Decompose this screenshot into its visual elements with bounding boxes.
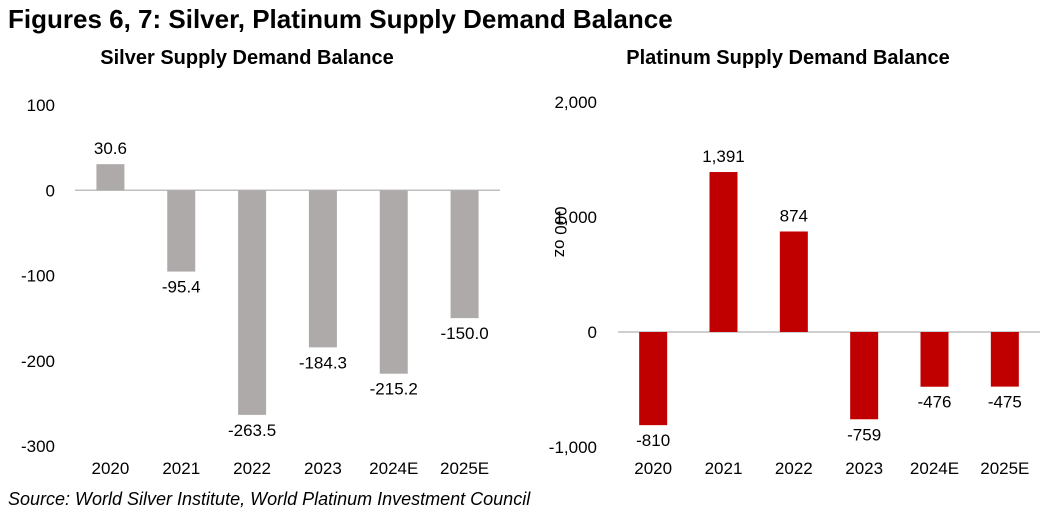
platinum-chart-title: Platinum Supply Demand Balance bbox=[626, 47, 949, 69]
platinum-y-tick-label: 0 bbox=[588, 323, 597, 342]
silver-y-tick-label: -100 bbox=[21, 267, 55, 286]
platinum-bar bbox=[779, 231, 808, 332]
silver-bar bbox=[450, 190, 479, 319]
silver-bar-value-label: -215.2 bbox=[370, 380, 418, 399]
platinum-y-axis-label: 000 oz bbox=[551, 206, 570, 257]
silver-bar bbox=[379, 190, 408, 374]
platinum-x-tick-label: 2023 bbox=[845, 459, 883, 478]
silver-y-tick-label: -200 bbox=[21, 352, 55, 371]
platinum-y-tick-label: 2,000 bbox=[554, 93, 597, 112]
silver-x-tick-label: 2025E bbox=[440, 459, 489, 478]
platinum-bar bbox=[990, 332, 1019, 387]
platinum-chart: Platinum Supply Demand Balance 000 oz 2,00… bbox=[549, 47, 1040, 478]
silver-bar-value-label: -184.3 bbox=[299, 353, 347, 372]
platinum-x-tick-label: 2024E bbox=[910, 459, 959, 478]
platinum-x-tick-label: 2021 bbox=[705, 459, 743, 478]
silver-x-tick-label: 2022 bbox=[233, 459, 271, 478]
silver-y-tick-label: -300 bbox=[21, 437, 55, 456]
platinum-bar-value-label: 1,391 bbox=[702, 147, 745, 166]
silver-x-tick-label: 2024E bbox=[369, 459, 418, 478]
platinum-bar-value-label: -810 bbox=[636, 431, 670, 450]
platinum-bar-value-label: -759 bbox=[847, 425, 881, 444]
figure-title: Figures 6, 7: Silver, Platinum Supply De… bbox=[8, 4, 673, 34]
silver-x-tick-label: 2020 bbox=[92, 459, 130, 478]
platinum-bar-value-label: 874 bbox=[780, 206, 808, 225]
silver-bar bbox=[238, 190, 267, 415]
silver-bar bbox=[96, 164, 125, 191]
platinum-bar bbox=[639, 332, 668, 426]
platinum-x-tick-label: 2022 bbox=[775, 459, 813, 478]
silver-bar-value-label: -95.4 bbox=[162, 278, 201, 297]
silver-y-tick-label: 100 bbox=[27, 96, 55, 115]
silver-bar-value-label: -263.5 bbox=[228, 421, 276, 440]
platinum-bar bbox=[850, 332, 879, 420]
platinum-bar-value-label: -476 bbox=[917, 393, 951, 412]
platinum-bar-value-label: -475 bbox=[988, 393, 1022, 412]
silver-bar-value-label: -150.0 bbox=[440, 324, 488, 343]
silver-x-tick-label: 2021 bbox=[162, 459, 200, 478]
silver-bar bbox=[167, 190, 196, 272]
source-note: Source: World Silver Institute, World Pl… bbox=[8, 489, 531, 509]
silver-y-tick-label: 0 bbox=[46, 181, 55, 200]
silver-bar-value-label: 30.6 bbox=[94, 139, 127, 158]
platinum-x-tick-label: 2025E bbox=[980, 459, 1029, 478]
silver-x-tick-label: 2023 bbox=[304, 459, 342, 478]
silver-chart-title: Silver Supply Demand Balance bbox=[100, 47, 393, 69]
platinum-bar bbox=[709, 172, 738, 332]
silver-chart: Silver Supply Demand Balance 100 0 -100 -200… bbox=[21, 47, 500, 478]
platinum-bar bbox=[920, 332, 949, 387]
platinum-y-tick-label: -1,000 bbox=[549, 438, 597, 457]
platinum-y-tick-label: 1,000 bbox=[554, 208, 597, 227]
silver-bar bbox=[308, 190, 337, 348]
platinum-x-tick-label: 2020 bbox=[634, 459, 672, 478]
